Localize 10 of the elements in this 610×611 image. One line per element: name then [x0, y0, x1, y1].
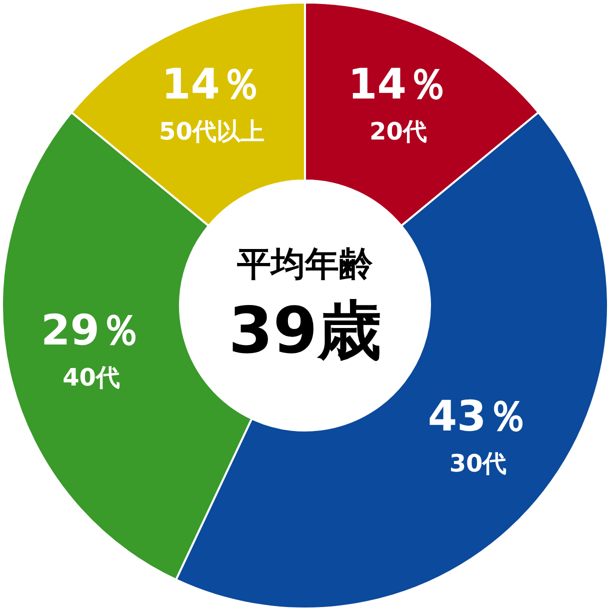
data-label: 29％: [41, 305, 142, 354]
slice-label: 40代: [62, 363, 120, 392]
slice-label: 20代: [370, 117, 427, 146]
slice-label: 50代以上: [159, 117, 264, 146]
data-label: 14％: [162, 59, 262, 108]
text: 平均年齢: [236, 244, 373, 284]
slice-label: 30代: [449, 450, 507, 478]
data-label: 14％: [348, 59, 448, 108]
text: 39歳: [228, 294, 382, 368]
data-label: 43％: [428, 392, 528, 441]
